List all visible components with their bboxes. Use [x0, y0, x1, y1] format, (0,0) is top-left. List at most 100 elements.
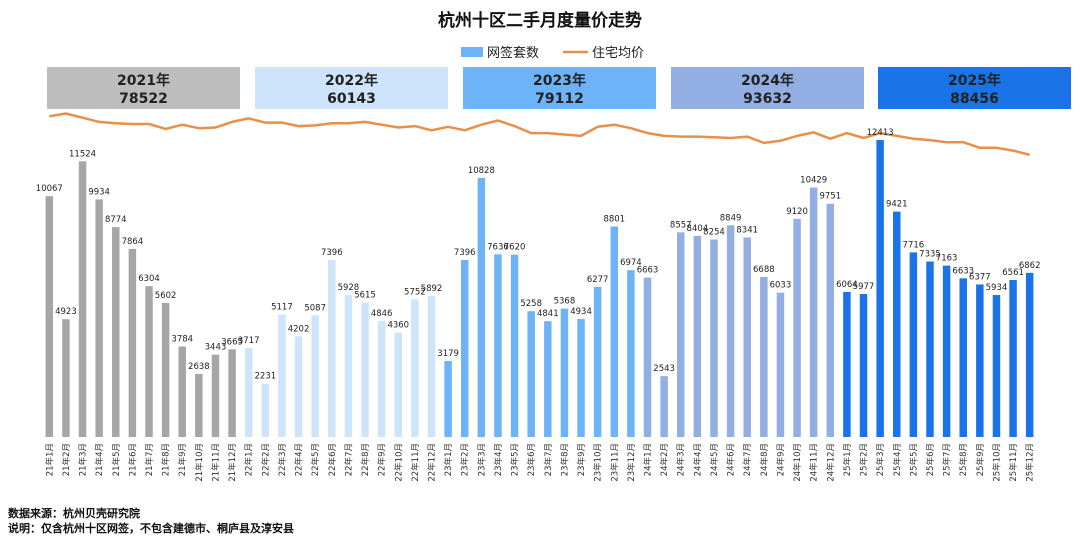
bar-value-label: 8557 [670, 220, 692, 230]
bar-22年7月 [344, 295, 353, 437]
bar-value-label: 10067 [36, 184, 63, 194]
x-tick-label: 25年3月 [875, 443, 886, 476]
x-tick-label: 24年7月 [742, 443, 753, 476]
bar-24年4月 [693, 235, 702, 437]
x-tick-label: 24年10月 [792, 443, 803, 482]
year-box-label: 2022年 [325, 72, 378, 89]
bar-22年9月 [377, 321, 386, 437]
bar-25年7月 [942, 265, 951, 437]
bar-22年1月 [244, 348, 253, 437]
bar-23年10月 [593, 286, 602, 437]
x-tick-label: 25年7月 [942, 443, 953, 476]
x-tick-label: 25年11月 [1008, 443, 1019, 482]
bar-value-label: 6663 [637, 266, 659, 276]
bar-22年10月 [394, 332, 402, 437]
bar-value-label: 5117 [271, 303, 293, 313]
x-tick-label: 21年11月 [210, 443, 221, 482]
bar-value-label: 6277 [587, 275, 609, 285]
bar-value-label: 8341 [736, 225, 758, 235]
bar-value-label: 8849 [720, 213, 742, 223]
year-box-1 [47, 67, 240, 109]
x-tick-label: 24年6月 [726, 443, 737, 476]
bar-series [45, 140, 1034, 438]
bar-24年11月 [809, 187, 818, 437]
bar-value-label: 6633 [952, 266, 974, 276]
year-summary-boxes: 2021年 78522 2022年 60143 2023年 79112 2024年 93632… [47, 67, 1071, 109]
bar-value-label: 8774 [105, 215, 127, 225]
bar-value-label: 7636 [487, 242, 509, 252]
bar-value-label: 6064 [836, 280, 858, 290]
x-tick-label: 23年5月 [510, 443, 521, 476]
bar-23年5月 [510, 254, 519, 437]
x-tick-label: 25年5月 [908, 443, 919, 476]
bar-value-label: 5977 [853, 282, 875, 292]
bar-22年5月 [311, 315, 319, 437]
bar-value-label: 5087 [304, 303, 326, 313]
bar-25年5月 [909, 252, 918, 437]
year-box-total: 93632 [743, 91, 792, 107]
bar-21年9月 [178, 346, 186, 437]
bar-value-label: 6304 [138, 274, 160, 284]
year-box-total: 78522 [119, 91, 168, 107]
bar-21年6月 [128, 248, 137, 437]
bar-value-label: 3443 [205, 343, 227, 353]
x-tick-label: 23年3月 [476, 443, 487, 476]
bar-24年6月 [726, 225, 735, 437]
bar-22年6月 [328, 260, 336, 437]
x-tick-label: 23年4月 [493, 443, 504, 476]
x-tick-label: 24年12月 [825, 443, 836, 482]
year-box-label: 2023年 [533, 72, 586, 89]
year-box-total: 60143 [327, 91, 376, 107]
bar-21年2月 [62, 319, 70, 437]
x-tick-label: 22年5月 [310, 443, 321, 476]
x-tick-label: 21年9月 [177, 443, 188, 476]
bar-value-label: 6033 [770, 281, 792, 291]
x-tick-label: 23年12月 [626, 443, 637, 482]
bar-value-label: 7335 [919, 250, 941, 260]
bar-value-label: 10828 [468, 166, 495, 176]
bar-value-label: 3717 [238, 336, 260, 346]
year-box-2 [255, 67, 448, 109]
bar-23年7月 [544, 321, 552, 437]
x-tick-label: 21年10月 [194, 443, 205, 482]
bar-value-label: 9120 [786, 207, 808, 217]
year-box-4 [671, 67, 864, 109]
x-tick-label: 24年2月 [659, 443, 670, 476]
bar-value-label: 6377 [969, 272, 991, 282]
bar-value-label: 5258 [520, 299, 542, 309]
bar-23年4月 [494, 254, 502, 437]
bar-value-label: 7396 [321, 248, 343, 258]
bar-22年8月 [361, 302, 369, 437]
x-tick-label: 25年2月 [859, 443, 870, 476]
x-tick-label: 22年1月 [244, 443, 255, 476]
x-tick-label: 22年9月 [377, 443, 388, 476]
bar-25年3月 [876, 140, 884, 438]
bar-value-label: 7396 [454, 248, 476, 258]
x-tick-label: 24年11月 [809, 443, 820, 482]
bar-value-label: 2543 [653, 364, 675, 374]
bar-21年3月 [78, 161, 87, 437]
bar-value-label: 4360 [387, 321, 409, 331]
bar-value-label: 5368 [554, 297, 576, 307]
bar-21年11月 [211, 354, 220, 437]
x-tick-label: 22年11月 [410, 443, 421, 482]
x-tick-label: 23年9月 [576, 443, 587, 476]
bar-value-label: 7716 [903, 240, 925, 250]
bar-21年8月 [161, 302, 170, 437]
bar-value-label: 4923 [55, 307, 77, 317]
bar-24年3月 [677, 232, 685, 437]
bar-value-label: 5892 [421, 284, 443, 294]
x-tick-label: 24年8月 [759, 443, 770, 476]
bar-value-label: 7163 [936, 254, 958, 264]
bar-24年1月 [643, 277, 652, 437]
bar-24年5月 [710, 239, 718, 437]
bar-value-label: 6974 [620, 258, 642, 268]
chart-legend: 网签套数 住宅均价 [461, 45, 644, 61]
year-box-total: 88456 [950, 91, 999, 107]
price-line-series [49, 112, 1030, 157]
x-tick-label: 23年11月 [609, 443, 620, 482]
year-box-label: 2025年 [948, 72, 1001, 89]
x-tick-label: 25年9月 [975, 443, 986, 476]
x-tick-label: 21年5月 [111, 443, 122, 476]
x-tick-label: 22年10月 [393, 443, 404, 482]
